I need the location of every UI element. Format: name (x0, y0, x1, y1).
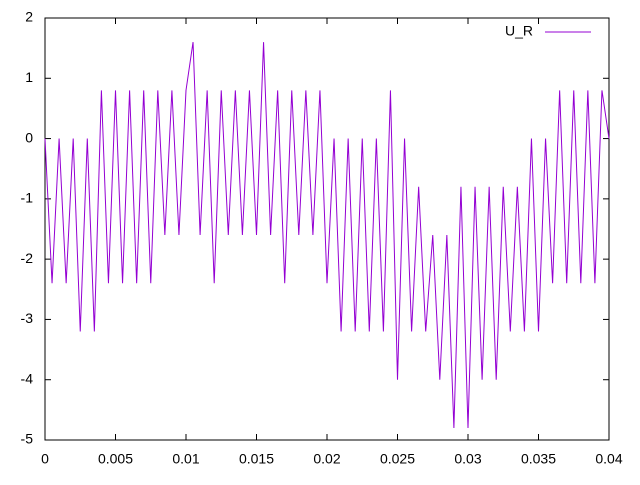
x-tick-label: 0.005 (98, 451, 133, 467)
y-tick-label: -5 (21, 431, 34, 447)
y-tick-label: 1 (25, 69, 33, 85)
x-tick-label: 0.02 (313, 451, 340, 467)
x-tick-label: 0.03 (454, 451, 481, 467)
y-tick-label: -1 (21, 190, 34, 206)
y-tick-label: 2 (25, 9, 33, 25)
series-line (44, 42, 610, 428)
y-tick-label: 0 (25, 129, 33, 145)
legend-label: U_R (505, 23, 533, 39)
y-tick-label: -3 (21, 310, 34, 326)
x-tick-label: 0 (41, 451, 49, 467)
y-tick-label: -2 (21, 250, 34, 266)
plot-frame (44, 17, 610, 441)
y-tick-label: -4 (21, 370, 34, 386)
x-tick-label: 0.035 (521, 451, 556, 467)
x-tick-label: 0.04 (595, 451, 622, 467)
x-tick-label: 0.015 (239, 451, 274, 467)
x-tick-label: 0.01 (172, 451, 199, 467)
x-tick-label: 0.025 (380, 451, 415, 467)
